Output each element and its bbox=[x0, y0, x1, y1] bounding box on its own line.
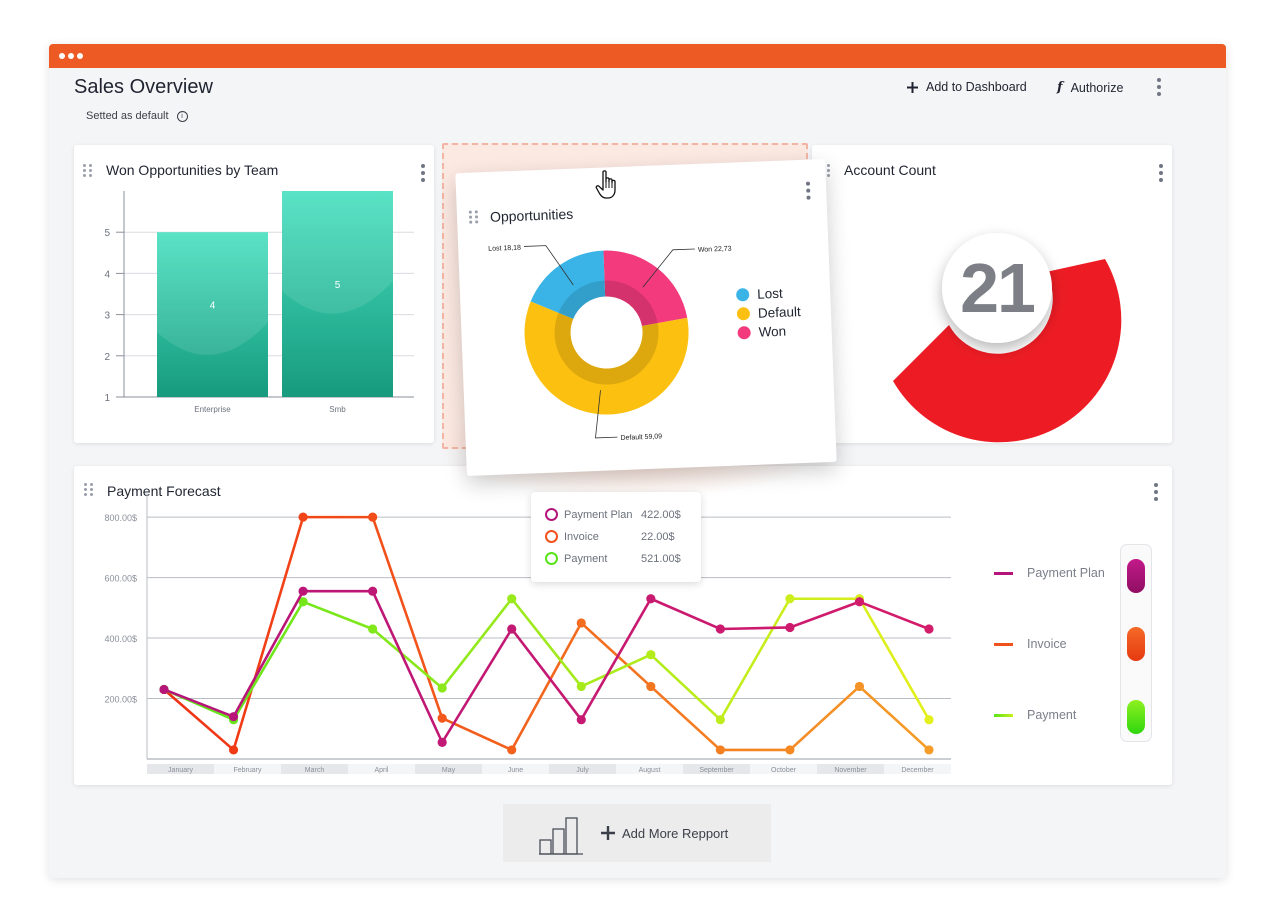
donut-inner-shade bbox=[604, 280, 658, 327]
won-opportunities-card: Won Opportunities by Team 1 2 3 4 5 4 Enterpri… bbox=[74, 145, 434, 443]
window-controls[interactable] bbox=[59, 53, 83, 59]
slice-label: Won 22,73 bbox=[698, 246, 732, 254]
tooltip-value: 422.00$ bbox=[641, 508, 681, 521]
bar bbox=[157, 232, 268, 397]
bar-data-label: 5 bbox=[335, 280, 341, 291]
add-more-report-button[interactable]: Add More Repport bbox=[503, 804, 771, 862]
y-tick-label: 1 bbox=[104, 393, 110, 404]
legend-default[interactable]: Default bbox=[736, 304, 801, 321]
legend-payment[interactable]: Payment bbox=[994, 708, 1076, 722]
x-tick-label: Enterprise bbox=[194, 405, 231, 414]
won-dot bbox=[737, 325, 751, 340]
donut-slice bbox=[603, 250, 688, 327]
payment-toggle[interactable] bbox=[1127, 700, 1145, 734]
legend-label: Payment bbox=[1027, 708, 1077, 722]
donut-inner-shade bbox=[558, 280, 606, 319]
y-tick-label: 4 bbox=[104, 269, 110, 280]
tooltip-label: Payment Plan bbox=[564, 508, 633, 521]
payment-card-more-icon[interactable] bbox=[1154, 483, 1158, 501]
bar-highlight bbox=[157, 232, 268, 355]
invoice-toggle[interactable] bbox=[1127, 627, 1145, 661]
won-card-title: Won Opportunities by Team bbox=[106, 162, 279, 178]
legend-payment-plan[interactable]: Payment Plan bbox=[994, 566, 1105, 580]
add-to-dashboard-button[interactable]: Add to Dashboard bbox=[907, 80, 1027, 94]
account-gauge bbox=[893, 233, 1122, 443]
y-tick-label: 3 bbox=[104, 311, 110, 322]
donut-slice bbox=[530, 250, 606, 319]
account-count-card: Account Count 21 bbox=[812, 145, 1172, 443]
slice-leader-line bbox=[595, 390, 618, 439]
authorize-label: Authorize bbox=[1070, 80, 1124, 95]
x-tick-label: Smb bbox=[329, 405, 346, 414]
default-status: Setted as default i bbox=[86, 110, 188, 122]
tooltip-row: Payment 521.00$ bbox=[545, 552, 681, 565]
won-bar-chart: 1 2 3 4 5 4 Enterprise 5 Smb bbox=[104, 191, 414, 414]
opportunities-card[interactable]: Opportunities Won 22,73 Default 59,09 Lost… bbox=[455, 159, 837, 476]
tooltip-label: Invoice bbox=[564, 530, 599, 543]
chart-tooltip: Payment Plan 422.00$ Invoice 22.00$ Paym… bbox=[531, 492, 701, 582]
default-status-label: Setted as default bbox=[86, 110, 169, 122]
legend-label: Default bbox=[757, 304, 801, 321]
add-more-label: Add More Repport bbox=[622, 825, 729, 841]
won-card-more-icon[interactable] bbox=[421, 164, 425, 182]
account-card-more-icon[interactable] bbox=[1159, 164, 1163, 182]
donut-inner-shade bbox=[554, 312, 659, 385]
payment-marker-icon bbox=[545, 552, 558, 565]
page-title: Sales Overview bbox=[74, 76, 213, 98]
payment-card-title: Payment Forecast bbox=[107, 483, 221, 499]
payment-plan-toggle[interactable] bbox=[1127, 559, 1145, 593]
legend-label: Payment Plan bbox=[1027, 566, 1105, 580]
bar-highlight bbox=[282, 191, 393, 314]
slice-label: Lost 18,18 bbox=[488, 245, 521, 253]
gauge-center bbox=[942, 233, 1052, 343]
drag-handle-icon[interactable] bbox=[83, 164, 92, 177]
legend-label: Lost bbox=[756, 285, 783, 302]
plus-icon bbox=[601, 826, 615, 840]
tooltip-row: Invoice 22.00$ bbox=[545, 530, 675, 543]
series-toggle-panel bbox=[1120, 544, 1152, 742]
legend-won[interactable]: Won bbox=[737, 324, 786, 341]
account-count-value: 21 bbox=[960, 249, 1036, 327]
legend-label: Won bbox=[758, 323, 787, 340]
bar bbox=[282, 191, 393, 397]
gauge-arc bbox=[893, 259, 1122, 443]
slice-label: Default 59,09 bbox=[620, 433, 662, 442]
bar-data-label: 4 bbox=[210, 301, 216, 312]
payment-plan-marker-icon bbox=[545, 508, 558, 521]
opportunities-donut-chart: Won 22,73 Default 59,09 Lost 18,18 bbox=[488, 245, 732, 442]
slice-leader-line bbox=[523, 245, 574, 286]
plus-icon bbox=[907, 81, 918, 93]
authorize-button[interactable]: f Authorize bbox=[1057, 80, 1123, 95]
app-window: Sales Overview Setted as default i Add t… bbox=[49, 44, 1226, 878]
drag-handle-icon[interactable] bbox=[84, 483, 93, 496]
function-icon: f bbox=[1057, 80, 1063, 95]
donut-slice bbox=[524, 301, 689, 415]
slice-leader-line bbox=[642, 248, 695, 288]
add-to-dashboard-label: Add to Dashboard bbox=[926, 80, 1027, 94]
payment-swatch bbox=[994, 713, 1013, 717]
y-tick-label: 2 bbox=[104, 352, 110, 363]
invoice-swatch bbox=[994, 642, 1013, 646]
invoice-marker-icon bbox=[545, 530, 558, 543]
page-more-icon[interactable] bbox=[1157, 78, 1161, 96]
payment-plan-swatch bbox=[994, 571, 1013, 575]
lost-dot bbox=[735, 288, 750, 302]
tooltip-value: 22.00$ bbox=[641, 530, 675, 543]
account-card-title: Account Count bbox=[844, 162, 936, 178]
default-dot bbox=[736, 307, 751, 321]
legend-invoice[interactable]: Invoice bbox=[994, 637, 1067, 651]
bar-chart-icon bbox=[539, 817, 583, 855]
legend-label: Invoice bbox=[1027, 637, 1067, 651]
tooltip-label: Payment bbox=[564, 552, 608, 565]
info-icon[interactable]: i bbox=[176, 110, 188, 122]
y-tick-label: 5 bbox=[104, 228, 110, 239]
tooltip-value: 521.00$ bbox=[641, 552, 681, 565]
tooltip-row: Payment Plan 422.00$ bbox=[545, 508, 681, 521]
legend-lost[interactable]: Lost bbox=[735, 285, 783, 303]
title-bar bbox=[49, 44, 1226, 68]
hand-cursor-icon bbox=[595, 170, 616, 199]
